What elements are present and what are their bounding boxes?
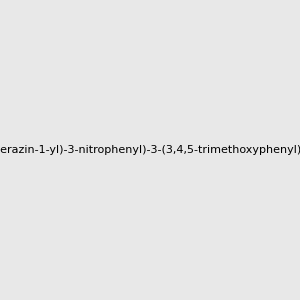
Text: 5-(4-(4-methylpiperazin-1-yl)-3-nitrophenyl)-3-(3,4,5-trimethoxyphenyl)-1,2,4-ox: 5-(4-(4-methylpiperazin-1-yl)-3-nitrophe… xyxy=(0,145,300,155)
